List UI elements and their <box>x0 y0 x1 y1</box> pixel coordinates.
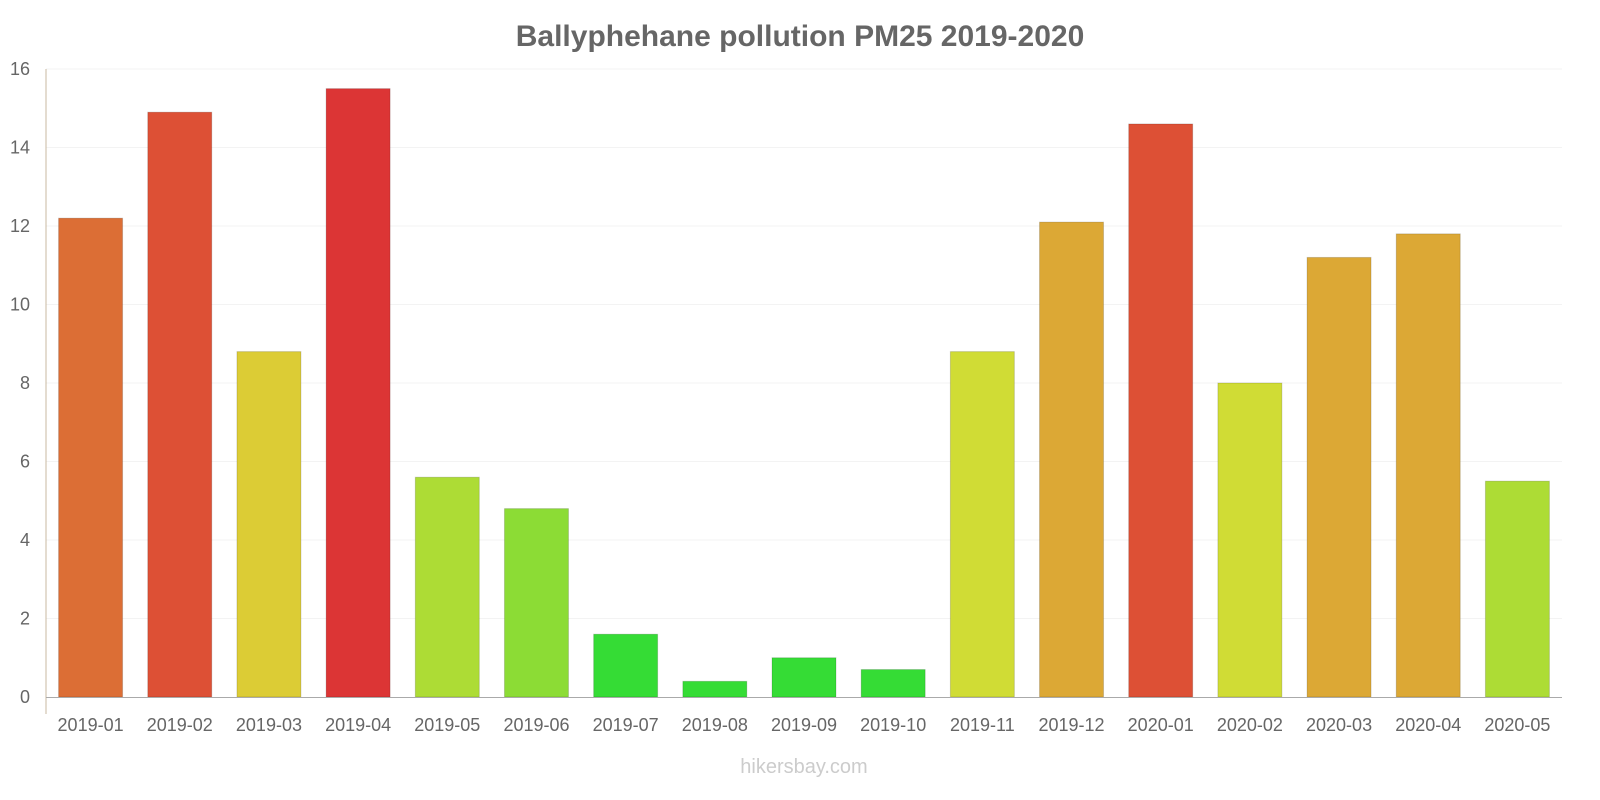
bar-2019-09 <box>771 657 837 698</box>
bar-2019-11 <box>949 351 1015 698</box>
bar-2020-05 <box>1484 480 1550 698</box>
bar-2019-08 <box>682 680 748 698</box>
x-tick-label: 2020-02 <box>1217 715 1283 735</box>
x-tick-label: 2019-05 <box>414 715 480 735</box>
x-tick-label: 2019-01 <box>58 715 124 735</box>
bar-2019-10 <box>860 669 926 698</box>
x-tick-label: 2019-11 <box>950 715 1015 735</box>
bar-2019-06 <box>503 508 569 698</box>
x-tick-label: 2019-07 <box>593 715 659 735</box>
x-tick-label: 2019-09 <box>771 715 837 735</box>
y-axis: 0 2 4 6 8 10 12 14 16 <box>10 59 30 707</box>
y-tick-label: 0 <box>20 687 30 707</box>
y-tick-label: 12 <box>10 216 30 236</box>
x-tick-label: 2019-12 <box>1038 715 1104 735</box>
x-tick-label: 2020-04 <box>1395 715 1461 735</box>
bar-2019-03 <box>236 351 302 698</box>
bars <box>58 88 1550 698</box>
x-tick-label: 2019-06 <box>503 715 569 735</box>
bar-2019-04 <box>325 88 391 698</box>
bar-2019-07 <box>593 633 659 698</box>
x-tick-label: 2019-04 <box>325 715 391 735</box>
y-tick-label: 4 <box>20 530 30 550</box>
x-tick-label: 2019-08 <box>682 715 748 735</box>
x-tick-label: 2020-05 <box>1484 715 1550 735</box>
x-tick-label: 2020-03 <box>1306 715 1372 735</box>
x-axis: 2019-01 2019-02 2019-03 2019-04 2019-05 2019-… <box>58 715 1551 735</box>
x-tick-label: 2019-10 <box>860 715 926 735</box>
bar-2019-02 <box>147 111 213 698</box>
chart-title: Ballyphehane pollution PM25 2019-2020 <box>516 20 1085 53</box>
bar-2019-01 <box>58 217 124 698</box>
y-tick-label: 10 <box>10 295 30 315</box>
y-tick-label: 6 <box>20 452 30 472</box>
y-tick-label: 8 <box>20 373 30 393</box>
bar-2020-04 <box>1395 233 1461 698</box>
watermark: hikersbay.com <box>740 756 867 778</box>
bar-2020-02 <box>1217 382 1283 698</box>
y-tick-label: 16 <box>10 59 30 79</box>
y-tick-label: 14 <box>10 138 30 158</box>
x-tick-label: 2020-01 <box>1128 715 1194 735</box>
x-tick-label: 2019-03 <box>236 715 302 735</box>
x-tick-label: 2019-02 <box>147 715 213 735</box>
bar-2019-05 <box>414 476 480 698</box>
bar-2020-03 <box>1306 256 1372 698</box>
bar-2019-12 <box>1039 221 1105 698</box>
bar-2020-01 <box>1128 123 1194 698</box>
y-tick-label: 2 <box>20 609 30 629</box>
